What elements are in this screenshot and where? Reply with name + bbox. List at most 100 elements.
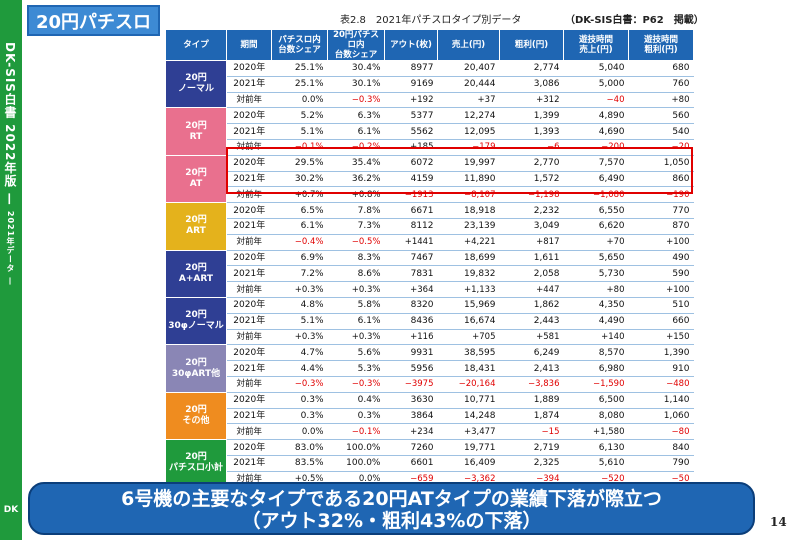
period-cell: 2020年 [226, 392, 272, 409]
value-cell: 0.4% [327, 392, 385, 409]
value-cell: 19,771 [437, 439, 500, 456]
table-row: 対前年 +0.3% +0.3% +116 +705 +581 +140 +150 [166, 329, 694, 346]
table-row: 2021年 4.4% 5.3% 5956 18,431 2,413 6,980 910 [166, 360, 694, 377]
value-cell: 840 [628, 439, 694, 456]
value-cell: +150 [628, 329, 694, 346]
value-cell: 5,040 [563, 60, 629, 77]
value-cell: 29.5% [271, 155, 328, 172]
period-cell: 2020年 [226, 107, 272, 125]
value-cell: 770 [628, 202, 694, 219]
period-cell: 対前年 [226, 423, 272, 441]
value-cell: 660 [628, 313, 694, 330]
period-cell: 2021年 [226, 171, 272, 188]
value-cell: 3,086 [499, 76, 564, 93]
table-row: 2021年 30.2% 36.2% 4159 11,890 1,572 6,490 860 [166, 171, 694, 188]
table-row: 20円 ART 2020年 6.5% 7.8% 6671 18,918 2,232 6,550 7… [165, 202, 694, 251]
value-cell: 35.4% [327, 155, 385, 172]
column-header: アウト(枚) [384, 29, 438, 61]
value-cell: +0.3% [327, 281, 385, 298]
value-cell: 3864 [384, 408, 438, 425]
value-cell: −0.3% [327, 92, 385, 109]
value-cell: 6.1% [327, 123, 385, 140]
period-cell: 2020年 [226, 60, 272, 77]
period-cell: 対前年 [226, 329, 272, 346]
value-cell: 560 [628, 107, 694, 125]
period-cell: 対前年 [226, 376, 272, 393]
value-cell: 2,770 [499, 155, 564, 172]
value-cell: +447 [499, 281, 564, 298]
value-cell: 9169 [384, 76, 438, 93]
value-cell: 790 [628, 455, 694, 472]
value-cell: 38,595 [437, 344, 500, 362]
value-cell: 0.3% [327, 408, 385, 425]
value-cell: 1,399 [499, 107, 564, 125]
column-header: 20円パチスロ内 台数シェア [327, 29, 385, 61]
value-cell: 910 [628, 360, 694, 377]
source-note: （DK-SIS白書：P62 掲載） [565, 15, 704, 26]
summary-banner: 6号機の主要なタイプである20円ATタイプの業績下落が際立つ （アウト32%・粗… [28, 482, 755, 535]
value-cell: 19,832 [437, 265, 500, 283]
value-cell: 7,570 [563, 155, 629, 172]
value-cell: 2,774 [499, 60, 564, 77]
table-row: 2021年 25.1% 30.1% 9169 20,444 3,086 5,000 760 [166, 76, 694, 93]
value-cell: 6,980 [563, 360, 629, 377]
value-cell: 2,058 [499, 265, 564, 283]
value-cell: 6.1% [271, 218, 328, 235]
value-cell: 8320 [384, 297, 438, 314]
period-cell: 2021年 [226, 313, 272, 330]
value-cell: 5.1% [271, 123, 328, 140]
value-cell: 100.0% [327, 439, 385, 456]
value-cell: 7831 [384, 265, 438, 283]
value-cell: 8,080 [563, 408, 629, 425]
value-cell: 12,274 [437, 107, 500, 125]
value-cell: 870 [628, 218, 694, 235]
table-row: 対前年 −0.3% −0.3% −3975 −20,164 −3,836 −1,590 −48… [166, 376, 694, 393]
value-cell: 7.8% [327, 202, 385, 219]
period-cell: 2020年 [226, 250, 272, 267]
period-cell: 2020年 [226, 344, 272, 362]
value-cell: +185 [384, 139, 438, 156]
value-cell: −80 [628, 423, 694, 441]
value-cell: 6,550 [563, 202, 629, 219]
table-row: 20円 ノーマル 2020年 25.1% 30.4% 8977 20,407 2,774 5,0… [165, 59, 694, 109]
period-cell: 対前年 [226, 281, 272, 298]
value-cell: +1,580 [563, 423, 629, 441]
value-cell: −20,164 [437, 376, 500, 393]
value-cell: 16,674 [437, 313, 500, 330]
table-row: 20円 A+ART 2020年 6.9% 8.3% 7467 18,699 1,611 5,65… [165, 249, 694, 298]
value-cell: +1,133 [437, 281, 500, 298]
value-cell: 1,390 [628, 344, 694, 362]
period-cell: 2021年 [226, 218, 272, 235]
table-row: 20円 RT 2020年 5.2% 6.3% 5377 12,274 1,399 4,890 56… [165, 107, 694, 156]
period-cell: 2020年 [226, 297, 272, 314]
value-cell: +70 [563, 234, 629, 251]
type-data-table: タイプ 期間 パチスロ内 台数シェア 20円パチスロ内 台数シェア アウト(枚) 売上(円) 粗… [165, 29, 694, 488]
value-cell: 5.6% [327, 344, 385, 362]
value-cell: 5562 [384, 123, 438, 140]
value-cell: 7467 [384, 250, 438, 267]
table-row: 20円 30φノーマル 2020年 4.8% 5.8% 8320 15,969 1,862 4,… [165, 296, 694, 346]
value-cell: 6,249 [499, 344, 564, 362]
sidebar-label-sub: 2021年データ — [6, 210, 15, 286]
value-cell: −0.1% [271, 139, 328, 156]
value-cell: +140 [563, 329, 629, 346]
value-cell: 1,572 [499, 171, 564, 188]
period-cell: 2021年 [226, 360, 272, 377]
banner-line-1: 6号機の主要なタイプである20円ATタイプの業績下落が際立つ [121, 488, 662, 510]
table-row: 対前年 −0.1% −0.2% +185 −179 −6 −200 −20 [166, 139, 694, 156]
value-cell: +37 [437, 92, 500, 109]
value-cell: 18,431 [437, 360, 500, 377]
value-cell: 6,500 [563, 392, 629, 409]
value-cell: 6072 [384, 155, 438, 172]
value-cell: 760 [628, 76, 694, 93]
column-header: 遊技時間 売上(円) [563, 29, 629, 61]
value-cell: −1,590 [563, 376, 629, 393]
value-cell: +0.8% [327, 186, 385, 204]
value-cell: +0.3% [327, 329, 385, 346]
dk-logo: DK [3, 505, 19, 515]
value-cell: 0.3% [271, 408, 328, 425]
value-cell: 6,490 [563, 171, 629, 188]
type-label-cell: 20円 ART [165, 202, 227, 251]
value-cell: +581 [499, 329, 564, 346]
table-row: 20円 AT 2020年 29.5% 35.4% 6072 19,997 2,770 7,570… [165, 154, 694, 204]
